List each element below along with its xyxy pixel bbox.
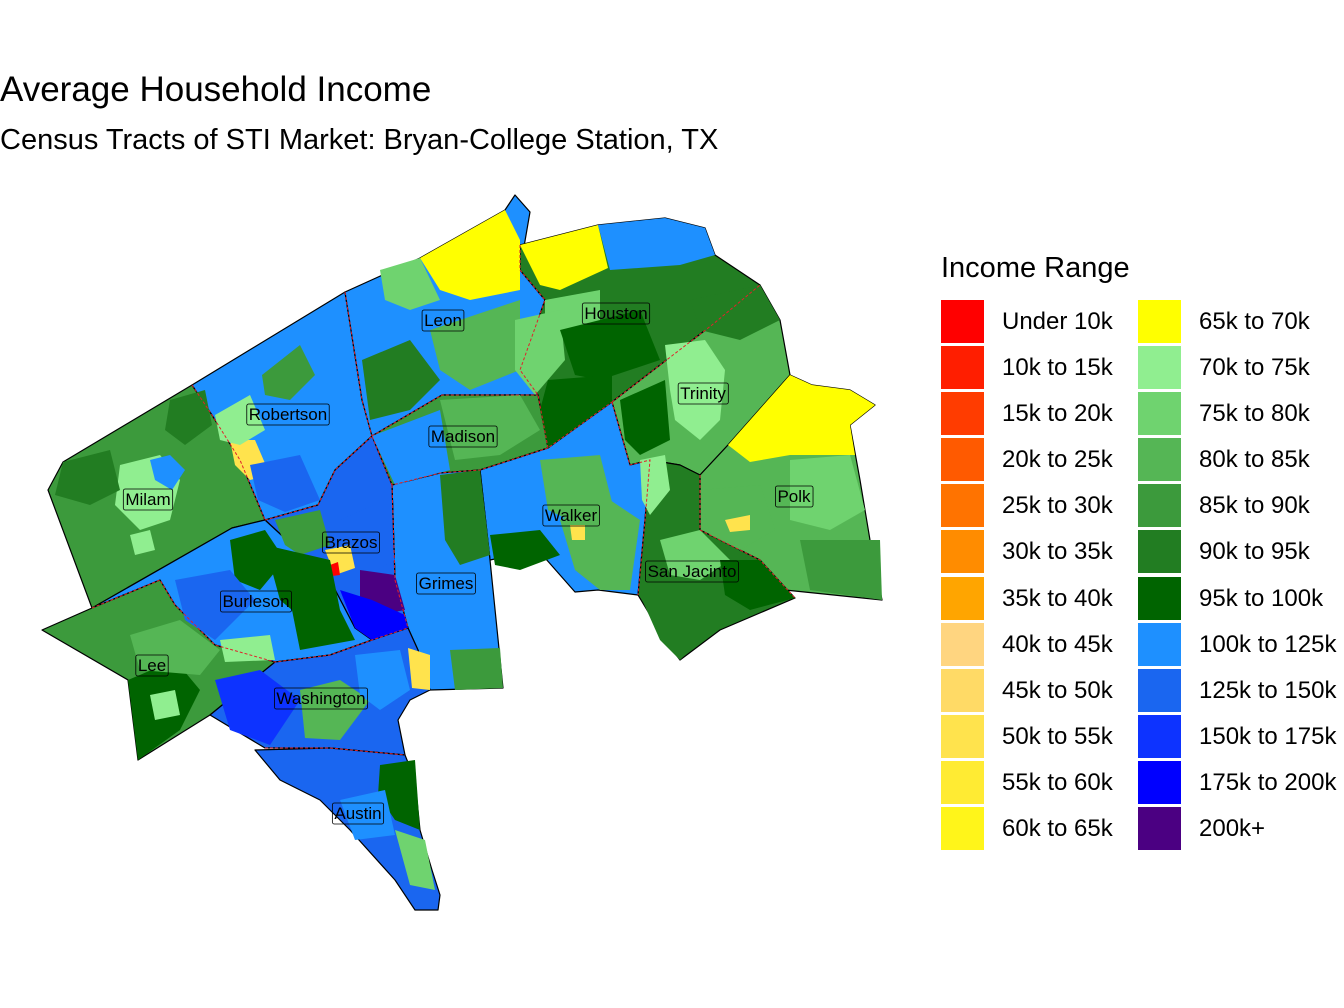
- legend-label: 50k to 55k: [1002, 722, 1113, 750]
- svg-text:Milam: Milam: [125, 490, 170, 509]
- legend-swatch: [1138, 622, 1181, 666]
- legend-label: 15k to 20k: [1002, 400, 1113, 428]
- legend-label: 65k to 70k: [1199, 308, 1310, 335]
- legend-label: 55k to 60k: [1002, 768, 1113, 796]
- legend-label: 125k to 150k: [1199, 676, 1337, 704]
- county-label-washington: Washington: [274, 687, 368, 710]
- legend-swatch: [1138, 807, 1181, 851]
- map-title: Average Household Income: [0, 70, 432, 109]
- legend-label: 35k to 40k: [1002, 584, 1113, 612]
- legend-swatch: [1138, 300, 1181, 343]
- legend-swatch: [1138, 714, 1181, 758]
- svg-text:Lee: Lee: [138, 656, 166, 675]
- svg-text:Polk: Polk: [777, 487, 811, 506]
- svg-text:Leon: Leon: [424, 311, 462, 330]
- legend-swatch: [941, 807, 984, 851]
- legend-swatch: [1138, 392, 1181, 436]
- county-label-leon: Leon: [421, 309, 465, 332]
- county-label-walker: Walker: [542, 504, 600, 527]
- county-label-brazos: Brazos: [322, 531, 380, 554]
- legend-label: 150k to 175k: [1199, 722, 1337, 750]
- svg-text:San Jacinto: San Jacinto: [648, 562, 737, 581]
- legend-label: 175k to 200k: [1199, 768, 1337, 796]
- svg-text:Grimes: Grimes: [419, 574, 474, 593]
- legend-label: 75k to 80k: [1199, 400, 1310, 428]
- county-label-trinity: Trinity: [677, 382, 729, 405]
- legend-swatch: [1138, 760, 1181, 804]
- legend-label: 40k to 45k: [1002, 630, 1113, 658]
- legend-swatch: [941, 714, 984, 758]
- map-subtitle: Census Tracts of STI Market: Bryan-Colle…: [0, 124, 719, 156]
- svg-text:Houston: Houston: [584, 304, 647, 323]
- legend-label: 85k to 90k: [1199, 492, 1310, 520]
- county-label-madison: Madison: [428, 425, 498, 448]
- county-label-grimes: Grimes: [416, 572, 476, 595]
- county-label-robertson: Robertson: [246, 403, 330, 426]
- legend-title: Income Range: [941, 252, 1130, 284]
- legend-label: Under 10k: [1002, 308, 1113, 335]
- legend-label: 200k+: [1199, 815, 1266, 843]
- legend-swatch: [1138, 668, 1181, 712]
- legend-label: 95k to 100k: [1199, 584, 1324, 612]
- legend-swatch: [941, 300, 984, 343]
- svg-text:Robertson: Robertson: [249, 405, 327, 424]
- svg-text:Brazos: Brazos: [325, 533, 378, 552]
- legend-swatch: [941, 622, 984, 666]
- legend-label: 70k to 75k: [1199, 354, 1310, 382]
- svg-text:Trinity: Trinity: [680, 384, 726, 403]
- svg-text:Burleson: Burleson: [222, 592, 289, 611]
- legend-label: 30k to 35k: [1002, 538, 1113, 566]
- county-label-milam: Milam: [122, 488, 174, 511]
- legend-label: 100k to 125k: [1199, 630, 1337, 658]
- legend-label: 60k to 65k: [1002, 815, 1113, 843]
- svg-text:Walker: Walker: [545, 506, 598, 525]
- legend-swatch: [941, 576, 984, 620]
- legend-swatch: [1138, 530, 1181, 574]
- legend-swatch: [941, 346, 984, 390]
- legend-swatch: [941, 760, 984, 804]
- legend-swatch: [941, 438, 984, 482]
- legend-label: 80k to 85k: [1199, 446, 1310, 474]
- legend-swatch: [1138, 484, 1181, 528]
- county-label-austin: Austin: [331, 802, 385, 825]
- county-label-houston: Houston: [581, 302, 651, 325]
- legend-label: 20k to 25k: [1002, 446, 1113, 474]
- legend-swatch: [941, 484, 984, 528]
- legend-label: 90k to 95k: [1199, 538, 1310, 566]
- legend-swatch: [941, 668, 984, 712]
- legend-swatch: [1138, 438, 1181, 482]
- legend-swatch: [941, 530, 984, 574]
- county-label-lee: Lee: [135, 654, 169, 677]
- choropleth-map: Leon Houston Robertson Madison Trinity Milam P…: [41, 194, 883, 911]
- legend-label: 10k to 15k: [1002, 354, 1113, 382]
- county-label-san-jacinto: San Jacinto: [645, 560, 739, 583]
- legend-label: 25k to 30k: [1002, 492, 1113, 520]
- legend-swatch: [1138, 576, 1181, 620]
- legend-swatch: [941, 392, 984, 436]
- county-label-polk: Polk: [775, 485, 814, 508]
- svg-text:Austin: Austin: [334, 804, 381, 823]
- legend-label: 45k to 50k: [1002, 676, 1113, 704]
- svg-text:Madison: Madison: [431, 427, 495, 446]
- legend-swatch: [1138, 346, 1181, 390]
- county-label-burleson: Burleson: [220, 590, 292, 613]
- svg-text:Washington: Washington: [276, 689, 365, 708]
